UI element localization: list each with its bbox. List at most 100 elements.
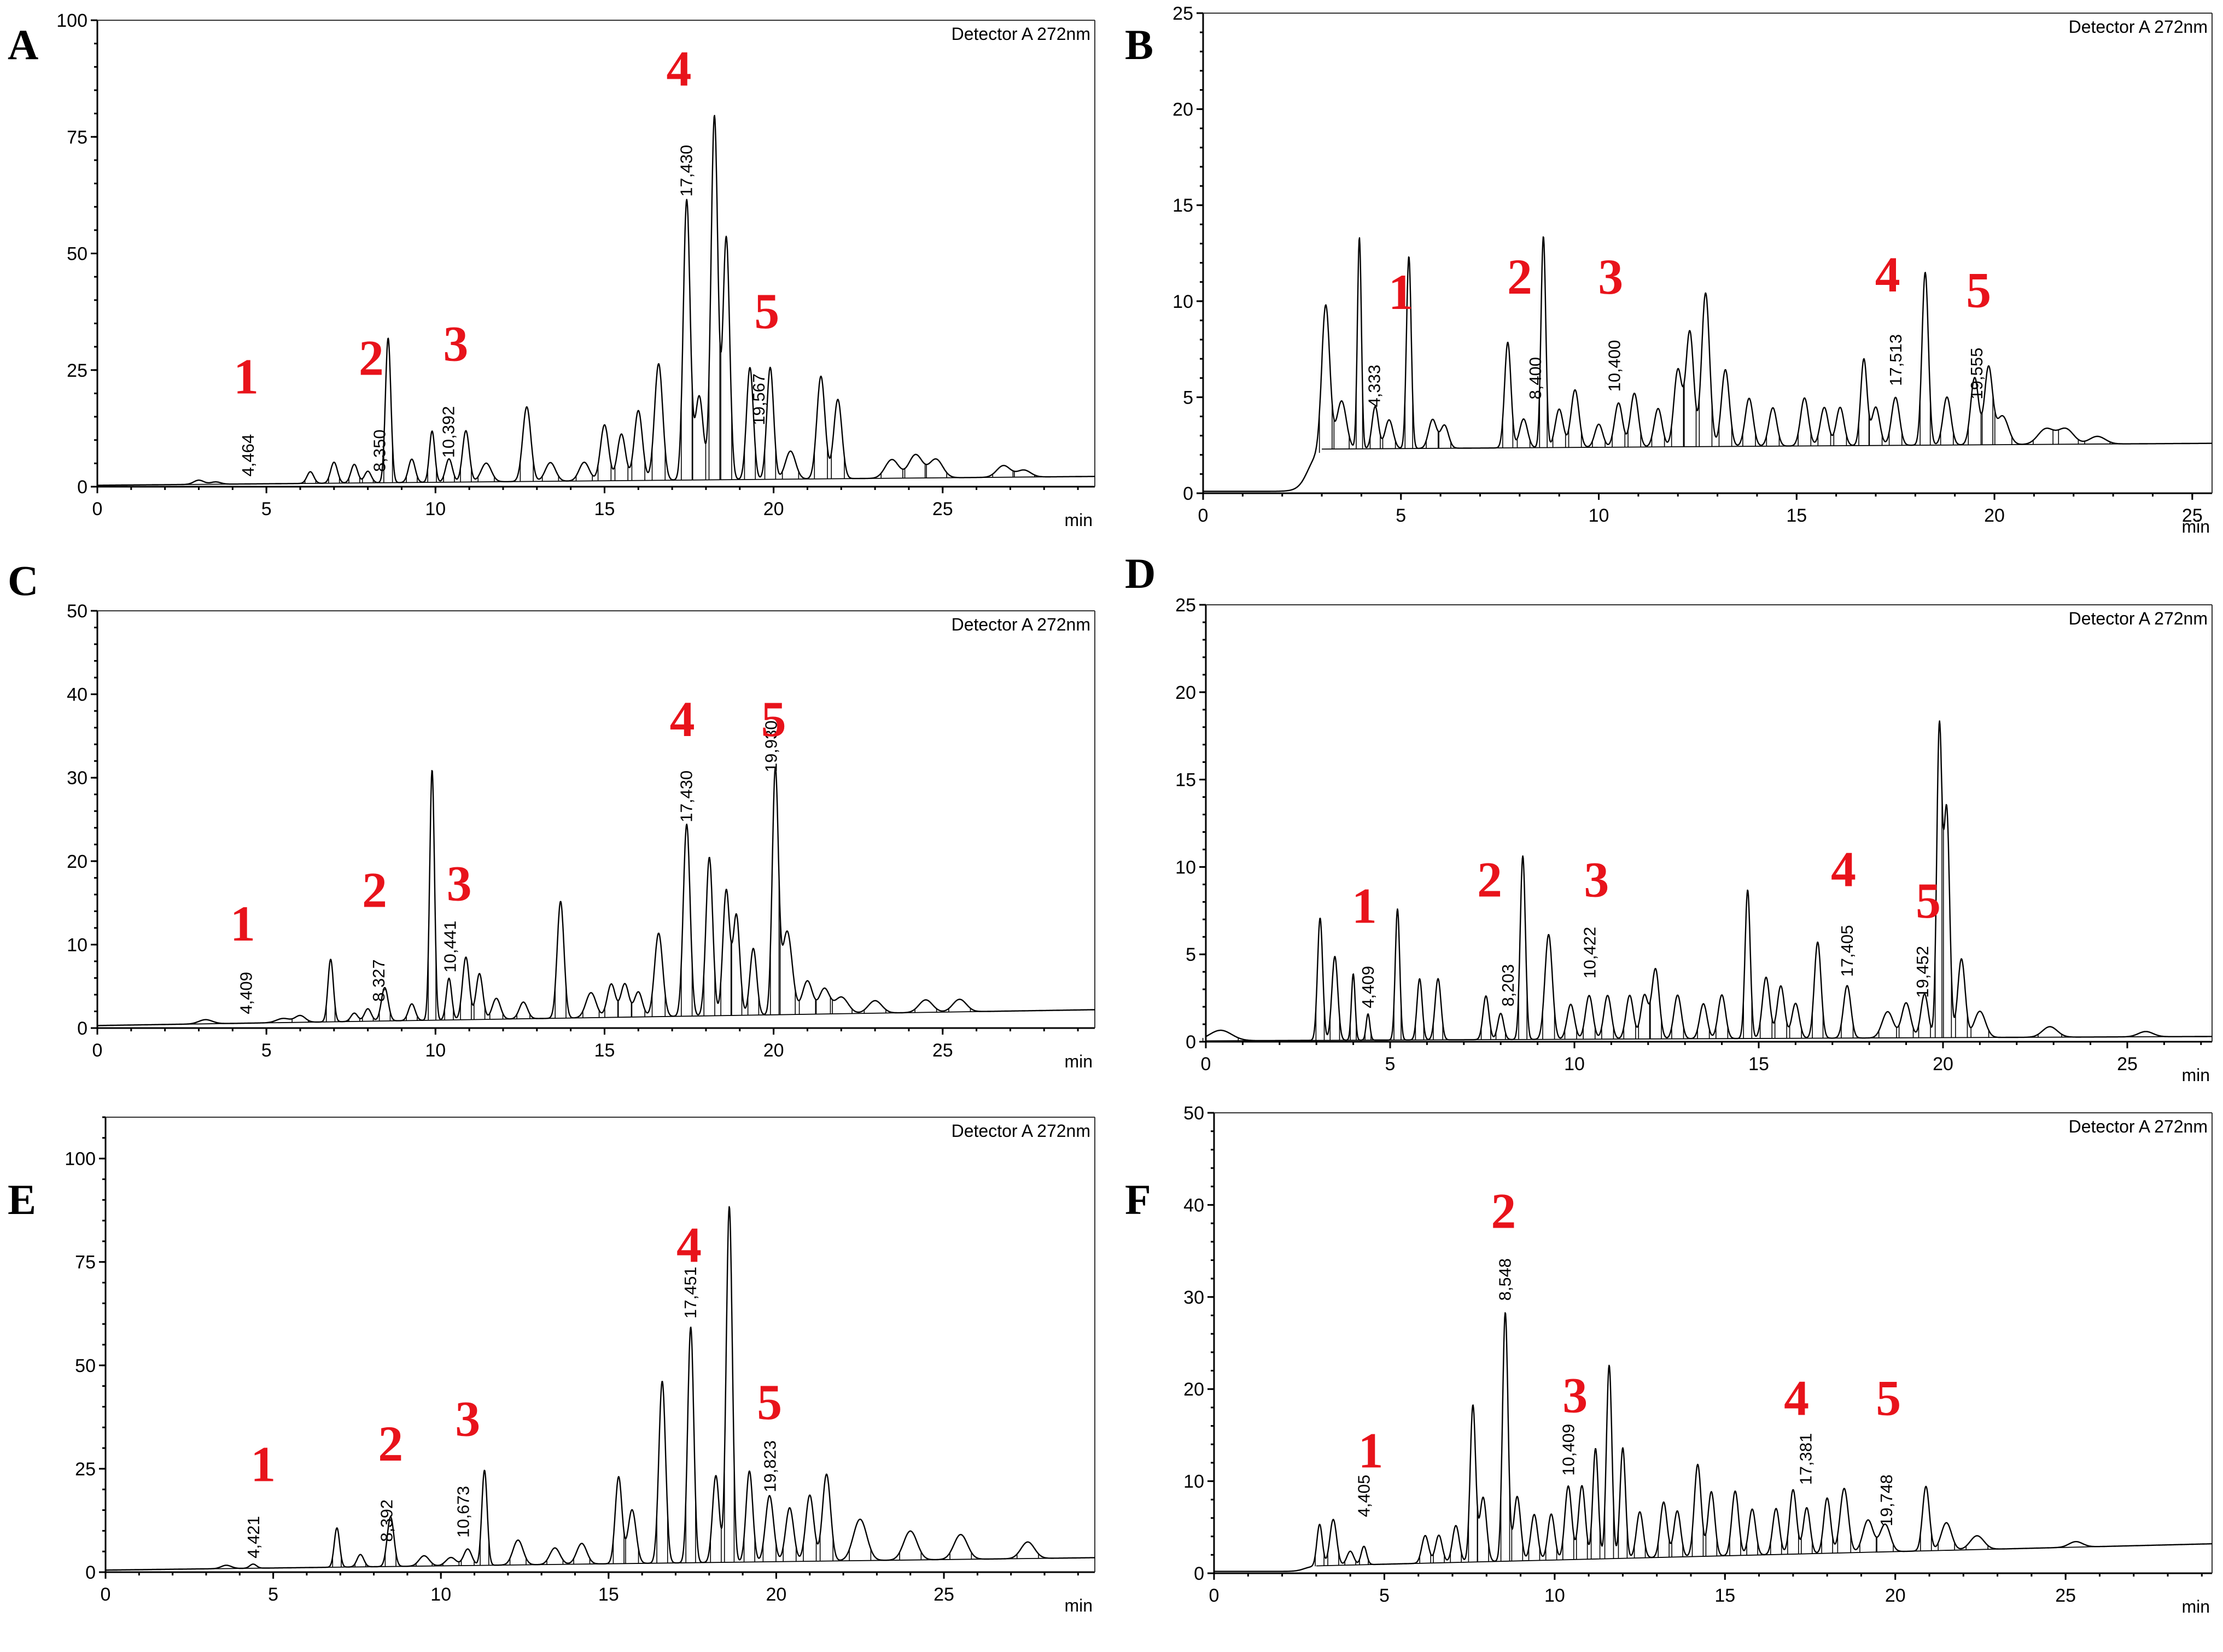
peak-marker: 1 [1388,264,1414,320]
detector-label: Detector A 272nm [2069,17,2208,37]
y-tick-label: 50 [1183,1103,1204,1124]
peak-marker: 3 [455,1391,480,1446]
retention-time-label: 17,513 [1886,334,1905,386]
x-tick-label: 10 [425,1040,446,1061]
retention-time-label: 17,405 [1837,925,1857,977]
peak-marker: 5 [754,283,779,339]
x-tick-label: 15 [594,499,615,519]
y-tick-label: 0 [77,477,87,498]
x-tick-label: 15 [598,1584,619,1605]
y-tick-label: 0 [1183,483,1193,504]
peak-marker: 3 [443,316,468,372]
panel-letter: C [8,557,38,604]
x-tick-label: 20 [1885,1585,1906,1606]
peak-marker: 2 [1477,852,1502,908]
x-tick-label: 0 [1209,1585,1220,1606]
y-tick-label: 20 [1175,682,1196,703]
retention-time-label: 17,451 [681,1266,700,1318]
x-tick-label: 20 [1933,1054,1953,1075]
retention-time-label: 19,930 [761,720,780,772]
detector-label: Detector A 272nm [952,24,1090,44]
x-tick-label: 0 [92,499,103,519]
y-tick-label: 10 [67,935,87,955]
peak-marker: 1 [234,348,259,404]
x-tick-label: 25 [2055,1585,2076,1606]
x-tick-label: 10 [430,1584,451,1605]
retention-time-label: 10,400 [1604,340,1624,392]
x-tick-label: 25 [933,1584,954,1605]
panel-letter: B [1125,21,1153,68]
x-tick-label: 25 [932,499,953,519]
y-tick-label: 0 [1194,1563,1204,1584]
peak-marker: 4 [1784,1370,1809,1426]
peak-marker: 4 [1831,842,1856,897]
x-tick-label: 0 [1198,505,1209,526]
retention-time-label: 10,441 [441,921,460,973]
x-axis-label: min [1064,510,1093,530]
y-tick-label: 20 [1183,1379,1204,1400]
y-tick-label: 0 [1186,1032,1196,1053]
y-tick-label: 100 [65,1149,96,1170]
y-tick-label: 40 [1183,1195,1204,1216]
peak-marker: 5 [1916,873,1941,929]
y-tick-label: 15 [1175,770,1196,791]
x-axis-label: min [2181,1597,2210,1616]
peak-marker: 1 [1358,1422,1384,1478]
retention-time-label: 19,748 [1877,1474,1896,1526]
peak-marker: 5 [1876,1370,1901,1426]
detector-label: Detector A 272nm [2069,609,2208,628]
y-tick-label: 50 [75,1356,96,1376]
x-tick-label: 5 [261,1040,272,1061]
x-tick-label: 20 [766,1584,787,1605]
peak-marker: 3 [1562,1367,1588,1423]
y-tick-label: 75 [67,127,87,148]
detector-label: Detector A 272nm [952,615,1090,634]
x-tick-label: 20 [763,1040,784,1061]
panel-letter: F [1125,1176,1151,1223]
y-tick-label: 30 [67,768,87,789]
chromatogram-trace [1203,236,2213,492]
x-tick-label: 10 [425,499,446,519]
peak-marker: 4 [676,1217,702,1273]
retention-time-label: 19,452 [1913,946,1932,998]
x-axis-label: min [1064,1052,1093,1071]
x-tick-label: 0 [1201,1054,1211,1075]
retention-time-label: 10,422 [1580,927,1599,979]
peak-marker: 3 [1584,852,1609,908]
retention-time-label: 19,567 [749,373,768,425]
x-tick-label: 20 [1984,505,2005,526]
y-tick-label: 25 [67,360,87,381]
retention-time-label: 8,400 [1526,357,1545,400]
y-tick-label: 30 [1183,1287,1204,1308]
x-tick-label: 0 [92,1040,103,1061]
x-tick-label: 5 [1396,505,1406,526]
chromatogram-trace [1213,1312,2213,1572]
x-tick-label: 5 [1379,1585,1390,1606]
y-tick-label: 25 [1175,595,1196,616]
y-tick-label: 0 [77,1018,87,1039]
x-tick-label: 0 [101,1584,111,1605]
x-tick-label: 25 [2182,505,2203,526]
retention-time-label: 4,333 [1365,365,1384,407]
x-tick-label: 15 [1786,505,1807,526]
retention-time-label: 17,430 [677,770,696,822]
x-tick-label: 5 [261,499,272,519]
y-tick-label: 0 [85,1562,96,1583]
y-tick-label: 5 [1186,944,1196,965]
y-tick-label: 100 [56,10,87,31]
peak-marker: 4 [670,691,695,747]
retention-time-label: 4,409 [237,972,256,1014]
retention-time-label: 19,823 [761,1440,780,1492]
peak-marker: 2 [1507,249,1532,305]
x-tick-label: 20 [763,499,784,519]
retention-time-label: 8,392 [377,1499,396,1542]
retention-time-label: 10,673 [453,1486,472,1538]
peak-marker: 3 [1598,249,1623,305]
chromatogram-trace [105,1206,1095,1571]
chromatogram-trace [97,115,1095,486]
